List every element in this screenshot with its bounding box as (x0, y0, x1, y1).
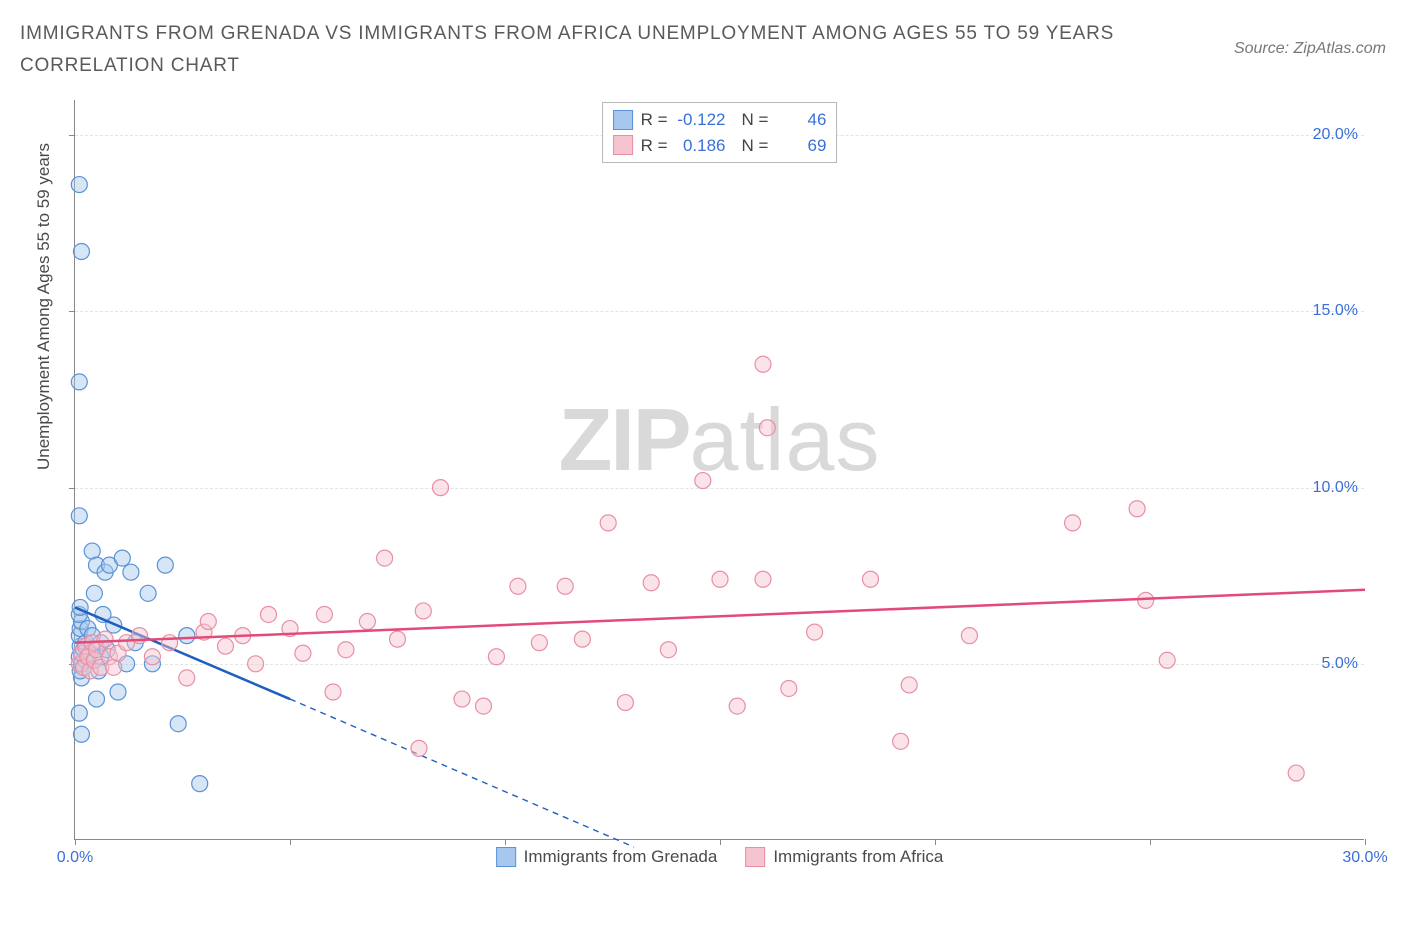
data-point (893, 733, 909, 749)
y-axis-label: Unemployment Among Ages 55 to 59 years (34, 143, 54, 470)
data-point (660, 642, 676, 658)
plot-region: ZIPatlas R =-0.122N =46R =0.186N =69 Imm… (74, 100, 1364, 840)
data-point (961, 628, 977, 644)
data-point (433, 480, 449, 496)
stats-legend-row: R =0.186N =69 (613, 133, 827, 159)
data-point (415, 603, 431, 619)
data-point (901, 677, 917, 693)
data-point (1288, 765, 1304, 781)
x-tick-label: 30.0% (1342, 849, 1387, 867)
chart-area: Unemployment Among Ages 55 to 59 years Z… (50, 100, 1390, 870)
data-point (863, 571, 879, 587)
data-point (617, 695, 633, 711)
stats-legend-row: R =-0.122N =46 (613, 107, 827, 133)
data-point (695, 473, 711, 489)
data-point (488, 649, 504, 665)
data-point (359, 614, 375, 630)
series-name: Immigrants from Africa (773, 847, 943, 867)
series-legend-item: Immigrants from Africa (745, 847, 943, 867)
chart-title: IMMIGRANTS FROM GRENADA VS IMMIGRANTS FR… (20, 18, 1120, 83)
data-point (807, 624, 823, 640)
data-point (531, 635, 547, 651)
data-point (157, 557, 173, 573)
series-legend-item: Immigrants from Grenada (496, 847, 718, 867)
data-point (114, 550, 130, 566)
trend-line-extrapolated (290, 699, 634, 847)
legend-swatch (613, 135, 633, 155)
data-point (411, 740, 427, 756)
data-point (325, 684, 341, 700)
data-point (123, 564, 139, 580)
data-point (316, 606, 332, 622)
data-point (755, 356, 771, 372)
y-tick-label: 15.0% (1313, 302, 1358, 320)
series-legend: Immigrants from Grenada Immigrants from A… (496, 847, 944, 867)
data-point (110, 684, 126, 700)
legend-swatch (496, 847, 516, 867)
data-point (781, 680, 797, 696)
data-point (89, 691, 105, 707)
data-point (377, 550, 393, 566)
y-tick-label: 20.0% (1313, 126, 1358, 144)
data-point (1065, 515, 1081, 531)
data-point (600, 515, 616, 531)
data-point (390, 631, 406, 647)
data-point (574, 631, 590, 647)
data-point (755, 571, 771, 587)
data-point (97, 631, 113, 647)
data-point (73, 244, 89, 260)
data-point (338, 642, 354, 658)
series-name: Immigrants from Grenada (524, 847, 718, 867)
data-point (295, 645, 311, 661)
data-point (261, 606, 277, 622)
data-point (71, 508, 87, 524)
data-point (759, 420, 775, 436)
y-tick-label: 5.0% (1322, 655, 1358, 673)
x-tick-label: 0.0% (57, 849, 93, 867)
y-tick-label: 10.0% (1313, 479, 1358, 497)
data-point (71, 177, 87, 193)
data-point (1129, 501, 1145, 517)
data-point (557, 578, 573, 594)
data-point (73, 726, 89, 742)
data-point (86, 585, 102, 601)
data-point (162, 635, 178, 651)
data-point (71, 705, 87, 721)
data-point (643, 575, 659, 591)
data-point (140, 585, 156, 601)
legend-swatch (745, 847, 765, 867)
data-point (476, 698, 492, 714)
data-point (1159, 652, 1175, 668)
stats-legend: R =-0.122N =46R =0.186N =69 (602, 102, 838, 163)
data-point (729, 698, 745, 714)
data-point (218, 638, 234, 654)
data-point (179, 628, 195, 644)
data-point (71, 374, 87, 390)
scatter-plot-svg (75, 100, 1364, 839)
data-point (510, 578, 526, 594)
data-point (170, 716, 186, 732)
data-point (1138, 592, 1154, 608)
legend-swatch (613, 110, 633, 130)
data-point (200, 614, 216, 630)
data-point (712, 571, 728, 587)
source-attribution: Source: ZipAtlas.com (1234, 40, 1386, 58)
data-point (248, 656, 264, 672)
data-point (192, 776, 208, 792)
data-point (454, 691, 470, 707)
data-point (144, 649, 160, 665)
data-point (179, 670, 195, 686)
